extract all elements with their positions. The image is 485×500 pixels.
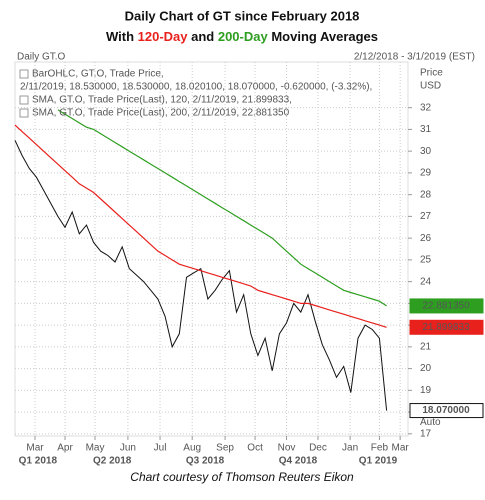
x-tick-label: Mar: [26, 443, 44, 454]
y-axis-label: Price: [420, 68, 443, 79]
x-tick-label: Apr: [57, 443, 73, 454]
subtitle-part: and: [188, 29, 218, 44]
last-value-box: [409, 319, 484, 335]
x-tick-label: Jun: [120, 443, 136, 454]
legend-swatch: [19, 108, 29, 118]
chart-label: Daily GT.O: [17, 52, 66, 63]
quarter-label: Q1 2019: [359, 456, 398, 467]
y-tick-label: 17: [420, 428, 432, 439]
legend-swatch: [19, 95, 29, 105]
legend-swatch: [19, 69, 29, 79]
legend-entry: SMA, GT.O, Trade Price(Last), 200, 2/11/…: [32, 108, 290, 119]
subtitle-part: With: [106, 29, 138, 44]
x-tick-label: Nov: [278, 443, 296, 454]
legend-entry: SMA, GT.O, Trade Price(Last), 120, 2/11/…: [32, 95, 292, 106]
plot-frame: [14, 61, 409, 437]
y-tick-label: 20: [420, 363, 432, 374]
y-tick-label: 32: [420, 102, 432, 113]
x-tick-label: Jan: [342, 443, 358, 454]
footer: Chart courtesy of Thomson Reuters Eikon: [130, 470, 354, 484]
quarter-label: Q4 2018: [279, 456, 318, 467]
y-tick-label: 26: [420, 233, 432, 244]
series-line: [14, 140, 388, 411]
x-tick-label: May: [86, 443, 105, 454]
y-tick-label: 29: [420, 168, 432, 179]
y-tick-label: 31: [420, 124, 432, 135]
date-range: 2/12/2018 - 3/1/2019 (EST): [354, 52, 475, 63]
y-tick-label: 28: [420, 189, 432, 200]
x-tick-label: Aug: [183, 443, 201, 454]
x-tick-label: Sep: [216, 443, 234, 454]
y-axis-label: USD: [420, 81, 441, 92]
series-line: [57, 109, 387, 307]
subtitle-part: 200-Day: [218, 29, 269, 44]
subtitle-part: 120-Day: [138, 29, 189, 44]
x-tick-label: Dec: [309, 443, 327, 454]
quarter-label: Q2 2018: [93, 456, 132, 467]
last-value-box: [409, 298, 484, 314]
x-tick-label: Oct: [247, 443, 263, 454]
y-tick-label: 19: [420, 385, 432, 396]
x-tick-label: Jul: [154, 443, 167, 454]
y-tick-label: 24: [420, 276, 432, 287]
legend-detail: 2/11/2019, 18.530000, 18.530000, 18.0201…: [20, 82, 372, 93]
last-value-label: 18.070000: [422, 405, 470, 416]
y-tick-label: 25: [420, 255, 432, 266]
series-line: [14, 124, 387, 328]
subtitle-part: Moving Averages: [268, 29, 378, 44]
last-value-label: 22.881350: [422, 301, 470, 312]
x-tick-label: Mar: [392, 443, 410, 454]
chart-subtitle: With 120-Day and 200-Day Moving Averages: [106, 29, 378, 44]
last-value-label: 21.899833: [422, 322, 470, 333]
y-tick-label: 27: [420, 211, 432, 222]
y-tick-label: 21: [420, 341, 432, 352]
quarter-label: Q3 2018: [186, 456, 225, 467]
chart-title: Daily Chart of GT since February 2018: [125, 8, 360, 23]
x-tick-label: Feb: [371, 443, 389, 454]
last-value-box: [409, 403, 484, 419]
legend-entry: BarOHLC, GT.O, Trade Price,: [32, 69, 164, 80]
auto-label: Auto: [420, 417, 441, 428]
quarter-label: Q1 2018: [19, 456, 58, 467]
y-tick-label: 30: [420, 146, 432, 157]
